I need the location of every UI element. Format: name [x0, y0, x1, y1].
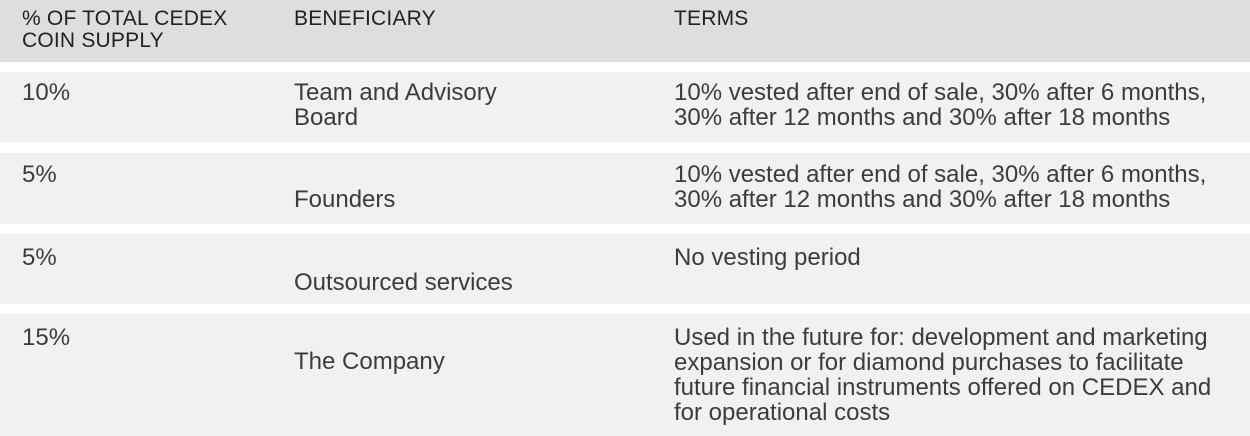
percent-cell: 10%	[22, 79, 71, 106]
terms-line: future financial instruments offered on …	[674, 374, 1212, 401]
terms-cell: Used in the future for: development and …	[674, 325, 1244, 425]
header-percent-supply: % OF TOTAL CEDEX COIN SUPPLY	[22, 8, 227, 52]
percent-cell: 15%	[22, 324, 71, 351]
terms-cell: No vesting period	[674, 244, 861, 271]
beneficiary-line: Team and Advisory	[294, 79, 497, 106]
beneficiary-line: Board	[294, 104, 359, 131]
terms-line: 10% vested after end of sale, 30% after …	[674, 79, 1207, 106]
table-header: % OF TOTAL CEDEX COIN SUPPLY BENEFICIARY…	[0, 0, 1250, 62]
terms-line: 30% after 12 months and 30% after 18 mon…	[674, 186, 1171, 213]
beneficiary-cell: Founders	[294, 186, 396, 213]
header-percent-line-2: COIN SUPPLY	[22, 29, 164, 52]
terms-cell: 10% vested after end of sale, 30% after …	[674, 80, 1244, 130]
beneficiary-cell: The Company	[294, 348, 445, 375]
terms-line: 10% vested after end of sale, 30% after …	[674, 161, 1207, 188]
terms-line: 30% after 12 months and 30% after 18 mon…	[674, 104, 1171, 131]
header-terms: TERMS	[674, 7, 749, 30]
terms-line: for operational costs	[674, 399, 891, 426]
table-row: 5% Founders 10% vested after end of sale…	[0, 153, 1250, 224]
table-row: 15% The Company Used in the future for: …	[0, 314, 1250, 436]
terms-cell: 10% vested after end of sale, 30% after …	[674, 162, 1244, 212]
header-percent-line-1: % OF TOTAL CEDEX	[22, 7, 228, 30]
header-beneficiary: BENEFICIARY	[294, 7, 436, 30]
percent-cell: 5%	[22, 244, 57, 271]
table-row: 10% Team and Advisory Board 10% vested a…	[0, 72, 1250, 142]
table-row: 5% Outsourced services No vesting period	[0, 234, 1250, 304]
beneficiary-cell: Team and Advisory Board	[294, 80, 624, 130]
beneficiary-cell: Outsourced services	[294, 269, 513, 296]
terms-line: expansion or for diamond purchases to fa…	[674, 349, 1184, 376]
terms-line: Used in the future for: development and …	[674, 324, 1208, 351]
percent-cell: 5%	[22, 161, 57, 188]
